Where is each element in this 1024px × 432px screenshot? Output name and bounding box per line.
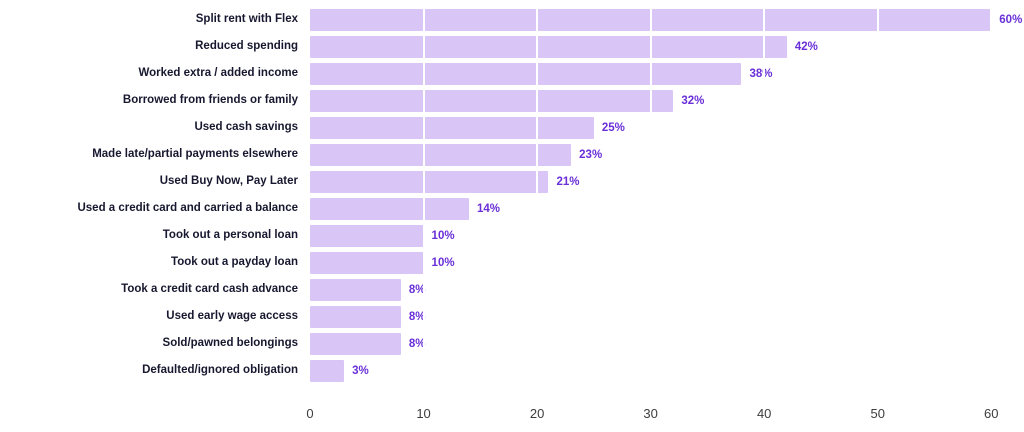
bar-track: 8%: [310, 332, 1014, 355]
bar: [310, 143, 572, 166]
category-label: Split rent with Flex: [195, 13, 298, 26]
x-tick-label: 60: [984, 406, 999, 421]
value-label: 3%: [352, 364, 369, 377]
bar: [310, 332, 401, 355]
value-label: 32%: [681, 94, 705, 107]
category-label: Worked extra / added income: [138, 67, 298, 80]
chart-row: Made late/partial payments elsewhere 23%: [10, 141, 1014, 168]
value-label: 8%: [408, 283, 426, 296]
chart-row: Borrowed from friends or family 32%: [10, 87, 1014, 114]
value-label: 8%: [408, 310, 426, 323]
chart-row: Used a credit card and carried a balance…: [10, 195, 1014, 222]
chart-row: Took out a personal loan 10%: [10, 222, 1014, 249]
category-label: Took out a personal loan: [162, 229, 298, 242]
bar-track: 8%: [310, 278, 1014, 301]
value-label: 23%: [579, 148, 603, 161]
bar-track: 32%: [310, 89, 1014, 112]
horizontal-bar-chart: Split rent with Flex 60% Reduced spending 4…: [10, 6, 1022, 426]
bar: [310, 359, 345, 382]
bar-track: 25%: [310, 116, 1014, 139]
bar: [310, 89, 674, 112]
chart-row: Used cash savings 25%: [10, 114, 1014, 141]
bar: [310, 116, 594, 139]
value-label: 42%: [794, 40, 818, 53]
value-label: 10%: [431, 256, 455, 269]
x-tick-label: 50: [870, 406, 885, 421]
bar: [310, 170, 549, 193]
bar-track: 10%: [310, 224, 1014, 247]
bar: [310, 278, 401, 301]
category-label: Used early wage access: [166, 310, 298, 323]
chart-row: Sold/pawned belongings 8%: [10, 330, 1014, 357]
bar-track: 3%: [310, 359, 1014, 382]
chart-row: Worked extra / added income 38%: [10, 60, 1014, 87]
value-label: 60%: [999, 13, 1023, 26]
bar-track: 8%: [310, 305, 1014, 328]
chart-row: Reduced spending 42%: [10, 33, 1014, 60]
x-axis: 0 10 20 30 40 50 60: [306, 396, 1014, 426]
bar-track: 14%: [310, 197, 1014, 220]
category-label: Reduced spending: [195, 40, 298, 53]
category-label: Took a credit card cash advance: [121, 283, 298, 296]
category-label: Borrowed from friends or family: [122, 94, 298, 107]
category-label: Used cash savings: [194, 121, 298, 134]
chart-row: Took out a payday loan 10%: [10, 249, 1014, 276]
bar-track: 60%: [310, 8, 1022, 31]
bar: [310, 35, 787, 58]
bar-track: 10%: [310, 251, 1014, 274]
value-label: 25%: [601, 121, 625, 134]
bar: [310, 197, 469, 220]
bar: [310, 305, 401, 328]
x-tick-label: 20: [529, 406, 545, 421]
bar: [310, 251, 424, 274]
chart-row: Used early wage access 8%: [10, 303, 1014, 330]
x-tick-label: 40: [756, 406, 772, 421]
chart-row: Used Buy Now, Pay Later 21%: [10, 168, 1014, 195]
category-label: Took out a payday loan: [171, 256, 298, 269]
value-label: 10%: [431, 229, 455, 242]
chart-row: Took a credit card cash advance 8%: [10, 276, 1014, 303]
bar: [310, 62, 742, 85]
value-label: 14%: [476, 202, 500, 215]
bar-track: 42%: [310, 35, 1014, 58]
bar: [310, 224, 424, 247]
bar-track: 23%: [310, 143, 1014, 166]
x-tick-label: 10: [416, 406, 431, 421]
x-tick-label: 0: [306, 406, 314, 421]
chart-rows: Split rent with Flex 60% Reduced spending 4…: [10, 6, 1022, 384]
chart-row: Split rent with Flex 60%: [10, 6, 1022, 33]
bar-track: 21%: [310, 170, 1014, 193]
value-label: 38%: [749, 67, 773, 80]
category-label: Sold/pawned belongings: [162, 337, 298, 350]
category-label: Made late/partial payments elsewhere: [92, 148, 298, 161]
value-label: 21%: [556, 175, 580, 188]
bar: [310, 8, 992, 31]
x-tick-label: 30: [643, 406, 658, 421]
category-label: Used a credit card and carried a balance: [77, 202, 298, 215]
value-label: 8%: [408, 337, 426, 350]
category-label: Used Buy Now, Pay Later: [159, 175, 298, 188]
bar-track: 38%: [310, 62, 1014, 85]
chart-row: Defaulted/ignored obligation 3%: [10, 357, 1014, 384]
category-label: Defaulted/ignored obligation: [142, 364, 298, 377]
